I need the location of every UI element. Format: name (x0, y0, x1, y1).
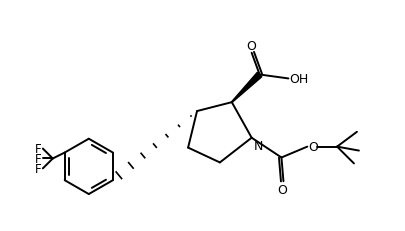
Text: O: O (247, 40, 257, 53)
Text: N: N (254, 140, 263, 152)
Text: O: O (277, 183, 288, 196)
Text: F: F (34, 162, 41, 175)
Text: O: O (308, 140, 318, 153)
Text: OH: OH (290, 73, 309, 85)
Text: F: F (34, 152, 41, 165)
Text: F: F (34, 143, 41, 155)
Polygon shape (232, 73, 262, 103)
